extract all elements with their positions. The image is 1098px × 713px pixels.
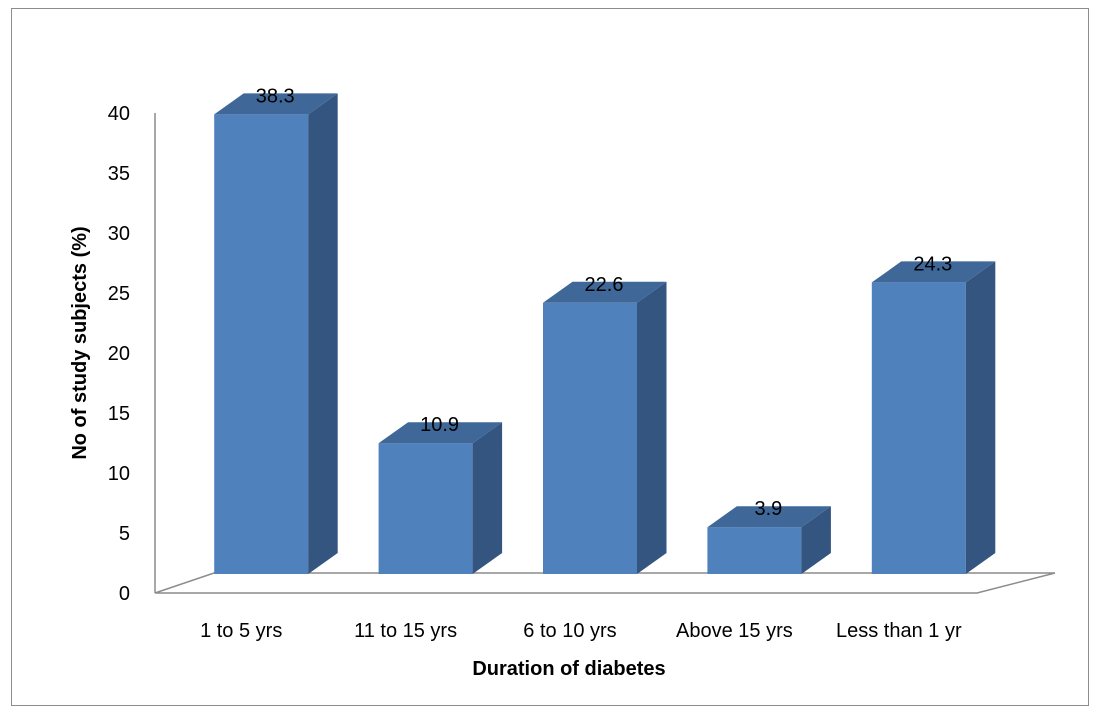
bar-front — [378, 443, 473, 574]
x-tick-label: Above 15 yrs — [676, 620, 793, 642]
bar-top — [378, 422, 503, 444]
y-tick-label: 25 — [108, 283, 130, 305]
bar-top — [707, 506, 831, 528]
data-label: 3.9 — [754, 498, 782, 520]
x-axis-title: Duration of diabetes — [472, 658, 665, 680]
x-axis-categories: 1 to 5 yrs 11 to 15 yrs 6 to 10 yrs Above 1… — [200, 620, 962, 642]
bar — [378, 422, 503, 574]
data-label: 24.3 — [913, 253, 952, 275]
x-tick-label: 6 to 10 yrs — [523, 620, 616, 642]
y-axis: 0 5 10 15 20 25 30 35 40 — [108, 103, 130, 605]
bar — [214, 93, 338, 575]
bar-side — [637, 281, 667, 574]
y-tick-label: 15 — [108, 403, 130, 425]
chart-floor — [154, 113, 1056, 594]
y-tick-label: 0 — [119, 583, 130, 605]
bar-side — [472, 422, 503, 574]
data-label: 10.9 — [420, 414, 459, 436]
data-label: 22.6 — [585, 274, 624, 296]
y-tick-label: 20 — [108, 343, 130, 365]
x-tick-label: 1 to 5 yrs — [200, 620, 282, 642]
bar-side — [308, 93, 338, 575]
bar-side — [965, 261, 996, 574]
bar-side — [801, 506, 831, 574]
y-tick-label: 10 — [108, 463, 130, 485]
x-tick-label: 11 to 15 yrs — [354, 620, 457, 642]
bars — [214, 93, 996, 575]
bar-front — [543, 302, 637, 574]
bar — [871, 261, 996, 574]
bar-top — [543, 281, 667, 303]
floor-outline — [154, 572, 1056, 594]
y-tick-label: 5 — [119, 523, 130, 545]
bar-front — [707, 527, 802, 574]
y-tick-label: 30 — [108, 223, 130, 245]
y-tick-label: 40 — [108, 103, 130, 125]
bar-top — [214, 93, 338, 115]
data-labels: 38.3 10.9 22.6 3.9 24.3 — [256, 85, 953, 520]
bar — [543, 281, 667, 574]
data-label: 38.3 — [256, 85, 295, 107]
y-axis-title: No of study subjects (%) — [69, 226, 91, 459]
y-tick-label: 35 — [108, 163, 130, 185]
bar-top — [871, 261, 996, 283]
bar — [707, 506, 831, 574]
bar-front — [214, 114, 309, 575]
x-tick-label: Less than 1 yr — [836, 620, 962, 642]
bar-front — [871, 282, 966, 574]
